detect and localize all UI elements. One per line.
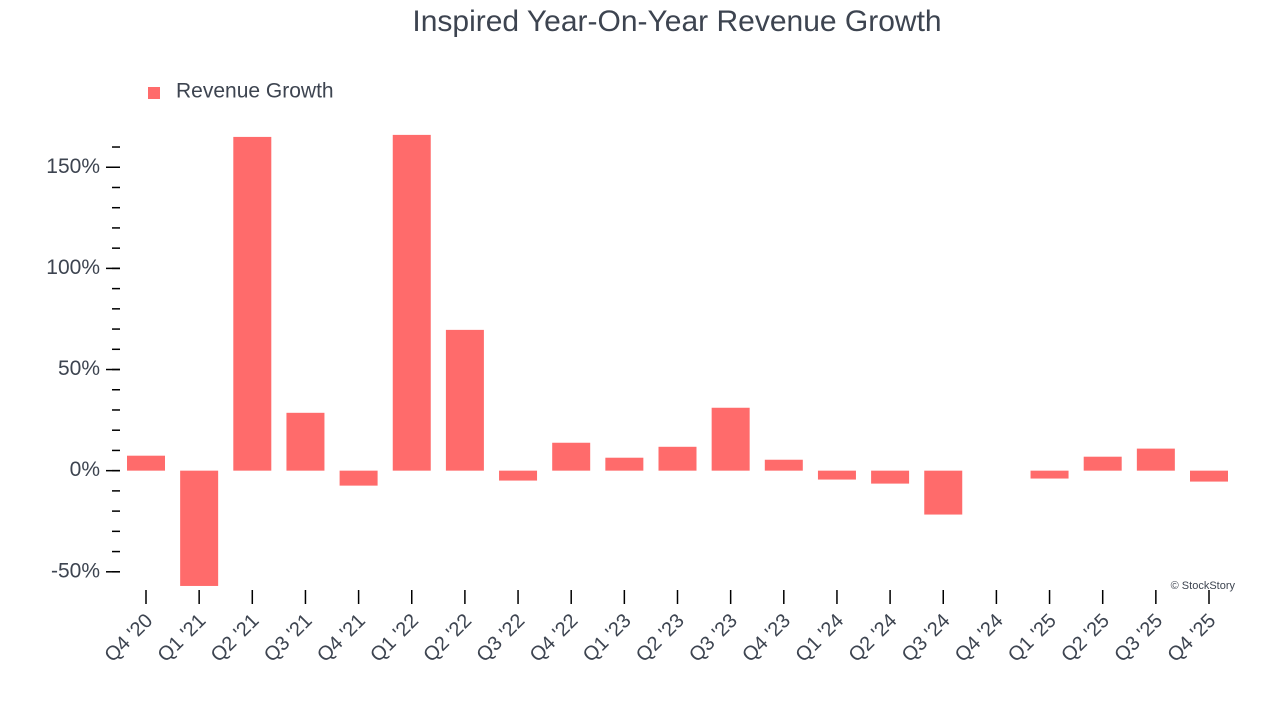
x-tick-label: Q2 '23 [632, 610, 689, 667]
y-tick-label: 0% [70, 458, 100, 481]
x-tick-label: Q2 '24 [845, 610, 902, 667]
x-tick-label: Q4 '21 [313, 610, 370, 667]
bar [924, 470, 963, 515]
bar [180, 470, 219, 586]
x-tick-label: Q3 '23 [685, 610, 742, 667]
bar [658, 446, 697, 471]
x-tick-label: Q1 '21 [154, 610, 211, 667]
bar [445, 329, 484, 471]
x-tick-label: Q3 '21 [260, 610, 317, 667]
x-tick-label: Q2 '25 [1057, 610, 1114, 667]
bar [605, 457, 644, 471]
watermark: © StockStory [1171, 580, 1236, 592]
bar [764, 459, 803, 471]
bar [1083, 456, 1122, 471]
bar [711, 407, 750, 471]
x-tick-label: Q1 '22 [366, 610, 423, 667]
bar [1190, 470, 1228, 482]
x-tick-label: Q1 '23 [579, 610, 636, 667]
x-tick-label: Q4 '25 [1163, 610, 1220, 667]
y-tick-label: 50% [58, 357, 100, 380]
x-tick-label: Q4 '23 [738, 610, 795, 667]
x-tick-label: Q4 '24 [951, 610, 1008, 667]
x-tick-label: Q1 '25 [1004, 610, 1061, 667]
x-tick-label: Q3 '25 [1110, 610, 1167, 667]
bar [817, 470, 856, 480]
x-tick-label: Q2 '22 [419, 610, 476, 667]
chart-title: Inspired Year-On-Year Revenue Growth [412, 5, 941, 38]
y-tick-label: 100% [46, 256, 100, 279]
bar [499, 470, 538, 481]
x-tick-label: Q2 '21 [207, 610, 264, 667]
bar [286, 412, 325, 471]
bar [233, 136, 272, 471]
bar [392, 134, 431, 471]
bar [552, 442, 591, 471]
bar [871, 470, 910, 484]
bar [127, 455, 165, 471]
x-tick-label: Q3 '24 [898, 610, 955, 667]
bar [339, 470, 378, 486]
x-tick-label: Q3 '22 [473, 610, 530, 667]
bar [1136, 448, 1175, 471]
x-tick-label: Q4 '22 [526, 610, 583, 667]
y-tick-label: 150% [46, 155, 100, 178]
x-tick-label: Q1 '24 [791, 610, 848, 667]
bar [1030, 470, 1069, 479]
legend-swatch [148, 87, 160, 99]
y-tick-label: -50% [51, 559, 100, 582]
legend-label: Revenue Growth [176, 80, 334, 103]
x-tick-label: Q4 '20 [100, 610, 157, 667]
